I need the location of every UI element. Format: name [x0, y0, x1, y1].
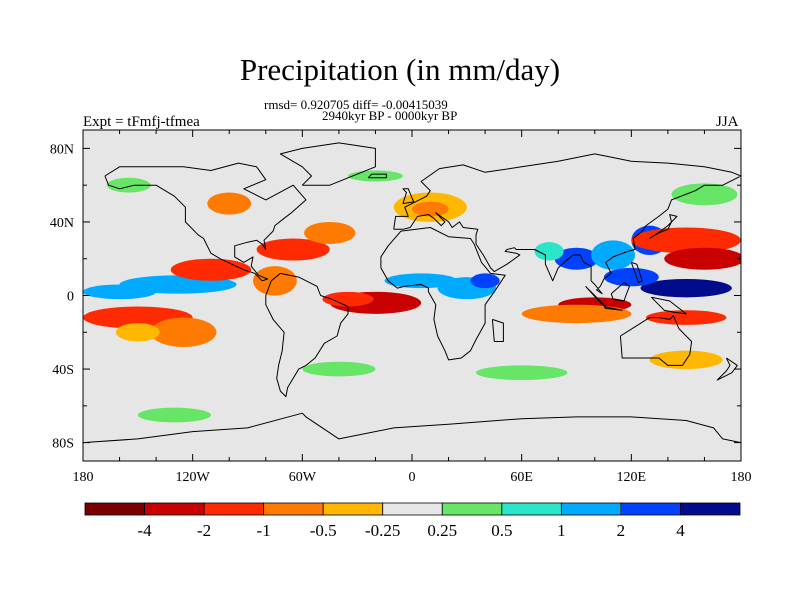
anomaly-region-26 [603, 267, 659, 287]
coastline-12 [651, 296, 687, 315]
colorbar-box-1 [144, 502, 205, 516]
colorbar-box-8 [560, 502, 622, 516]
colorbar-box-6 [441, 502, 503, 516]
anomaly-region-31 [671, 183, 738, 206]
coastline-7 [279, 142, 376, 186]
colorbar-label-4: -0.25 [365, 521, 400, 540]
anomaly-region-18 [137, 407, 211, 423]
colorbar-box-5 [382, 502, 443, 516]
colorbar-box-3 [263, 502, 324, 516]
season-label: JJA [716, 114, 739, 130]
coastline-8 [619, 315, 693, 366]
coastline-9 [585, 285, 607, 307]
anomaly-region-4 [150, 317, 217, 347]
coastline-16 [83, 412, 741, 444]
coastline-0 [104, 162, 307, 282]
colorbar-box-2 [203, 502, 265, 516]
x-tick-label-0: 180 [73, 470, 94, 485]
anomaly-region-32 [207, 192, 252, 215]
coastline-15 [716, 357, 738, 381]
coastline-11 [610, 282, 630, 302]
anomaly-region-28 [645, 310, 727, 325]
colorbar-box-4 [322, 502, 384, 516]
anomaly-region-7 [256, 238, 330, 261]
chart-stats-subtitle: rmsd= 0.920705 diff= -0.00415039 [264, 97, 448, 112]
coastline-10 [603, 306, 623, 311]
x-tick-label-3: 0 [409, 470, 416, 485]
colorbar-label-5: 0.25 [427, 521, 457, 540]
y-tick-label-4: 80S [52, 437, 74, 452]
y-tick-label-1: 40N [50, 216, 74, 231]
chart-title: Precipitation (in mm/day) [239, 52, 561, 87]
colorbar-label-0: -4 [137, 521, 152, 540]
colorbar-label-2: -1 [257, 521, 271, 540]
colorbar-label-8: 2 [617, 521, 626, 540]
anomaly-region-6 [252, 266, 297, 296]
anomaly-region-10 [322, 291, 374, 307]
anomaly-region-15 [412, 201, 449, 217]
coastline-14 [630, 261, 643, 284]
anomaly-region-20 [534, 242, 564, 261]
anomaly-region-24 [664, 247, 741, 270]
map-background [83, 130, 741, 461]
colorbar-box-7 [501, 502, 562, 516]
anomaly-region-17 [475, 365, 568, 381]
x-tick-label-1: 120W [176, 470, 211, 485]
colorbar-box-10 [680, 502, 741, 516]
anomaly-region-21 [591, 240, 635, 270]
anomaly-region-16 [302, 361, 376, 377]
coastline-13 [649, 214, 678, 239]
anomaly-region-25 [640, 278, 732, 298]
anomaly-layer [83, 170, 741, 423]
anomaly-region-23 [631, 227, 741, 254]
anomaly-region-8 [304, 221, 356, 245]
coastline-3 [491, 318, 504, 342]
experiment-label: Expt = tFmfj-tfmea [83, 114, 200, 130]
colorbar-box-9 [620, 502, 681, 516]
anomaly-region-33 [106, 177, 151, 193]
chart-period-subtitle: 2940kyr BP - 0000kyr BP [322, 108, 458, 123]
x-tick-label-4: 60E [510, 470, 533, 485]
x-tick-label-5: 120E [617, 470, 647, 485]
coastline-1 [265, 272, 349, 398]
colorbar-label-1: -2 [197, 521, 211, 540]
coastline-layer [83, 142, 741, 444]
y-tick-label-2: 0 [67, 290, 74, 305]
colorbar-box-0 [84, 502, 145, 516]
coastline-4 [393, 153, 741, 295]
anomaly-region-34 [348, 170, 403, 182]
anomaly-region-13 [470, 273, 500, 289]
y-tick-label-3: 40S [52, 363, 74, 378]
x-tick-label-2: 60W [289, 470, 317, 485]
coastline-6 [367, 173, 387, 179]
x-tick-label-6: 180 [731, 470, 752, 485]
y-tick-label-0: 80N [50, 142, 74, 157]
coastline-5 [402, 188, 415, 205]
colorbar-label-9: 4 [676, 521, 685, 540]
coastline-2 [380, 227, 506, 361]
anomaly-region-2 [170, 258, 252, 281]
anomaly-region-5 [115, 323, 160, 342]
colorbar-label-7: 1 [557, 521, 566, 540]
anomaly-region-29 [521, 304, 632, 324]
anomaly-region-1 [83, 284, 157, 300]
colorbar-label-3: -0.5 [310, 521, 337, 540]
colorbar-label-6: 0.5 [491, 521, 512, 540]
